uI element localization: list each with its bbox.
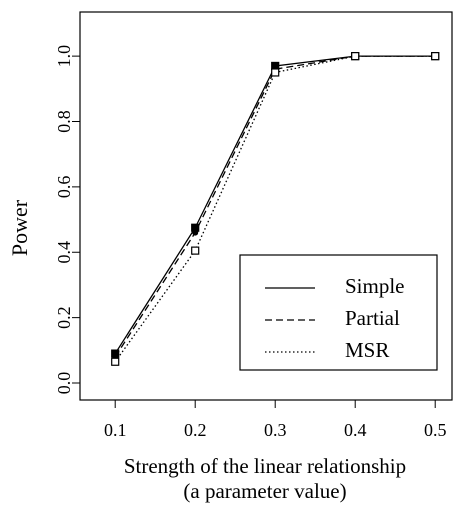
point (111, 357, 120, 366)
point (192, 229, 199, 236)
legend-label: MSR (345, 338, 389, 362)
y-tick-label: 0.0 (54, 372, 74, 395)
y-tick-label: 0.4 (54, 241, 74, 264)
y-tick-label: 0.2 (54, 306, 74, 329)
x-axis-label: Strength of the linear relationship (124, 454, 406, 478)
point (191, 246, 200, 255)
legend-label: Simple (345, 274, 405, 298)
point (351, 52, 360, 61)
point (271, 68, 280, 77)
plot-frame (79, 11, 453, 401)
y-tick-label: 0.6 (54, 176, 74, 199)
point (431, 52, 440, 61)
x-tick-label: 0.3 (264, 420, 287, 440)
legend-label: Partial (345, 306, 400, 330)
x-tick-label: 0.5 (424, 420, 447, 440)
y-tick-label: 0.8 (54, 110, 74, 133)
x-tick-label: 0.1 (104, 420, 127, 440)
x-axis-label: (a parameter value) (183, 479, 346, 503)
y-axis-label: Power (7, 199, 32, 256)
y-tick-label: 1.0 (54, 45, 74, 67)
x-tick-label: 0.4 (344, 420, 367, 440)
legend-box (239, 254, 438, 371)
x-tick-label: 0.2 (184, 420, 207, 440)
